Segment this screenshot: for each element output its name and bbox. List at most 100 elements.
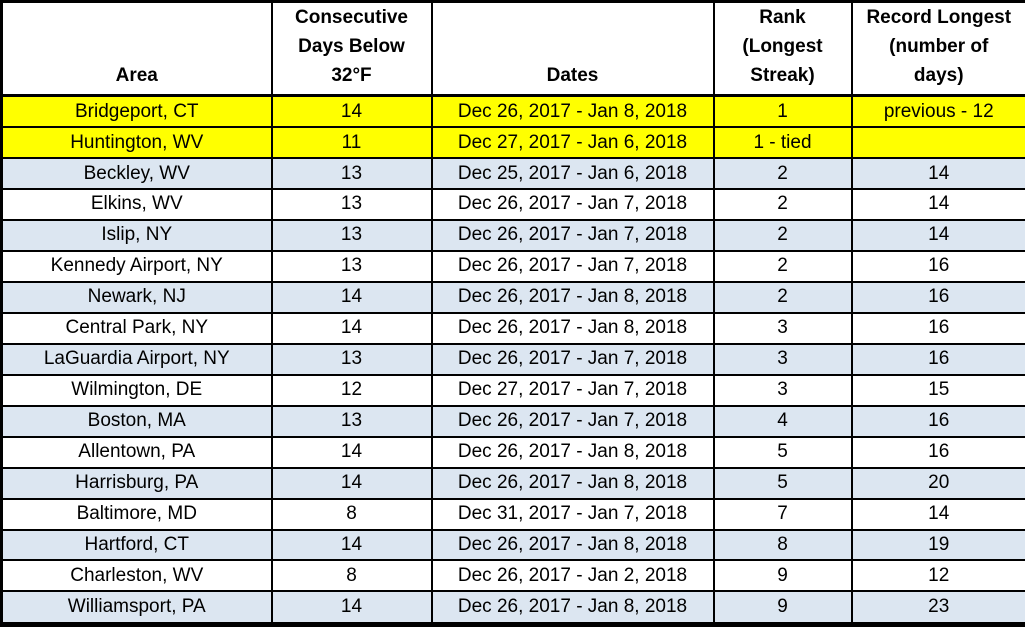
cell-dates: Dec 26, 2017 - Jan 8, 2018 bbox=[430, 311, 715, 345]
cell-area: Bridgeport, CT bbox=[0, 94, 273, 129]
cell-dates: Dec 25, 2017 - Jan 6, 2018 bbox=[430, 157, 715, 191]
cell-days: 14 bbox=[270, 280, 433, 314]
cell-days: 14 bbox=[270, 311, 433, 345]
cell-record: 16 bbox=[850, 311, 1025, 345]
cell-rank: 3 bbox=[712, 342, 853, 376]
cell-record: 19 bbox=[850, 528, 1025, 562]
column-header-record: Record Longest (number of days) bbox=[850, 0, 1025, 97]
cell-area: Elkins, WV bbox=[0, 188, 273, 221]
table-row: Beckley, WV 13 Dec 25, 2017 - Jan 6, 201… bbox=[0, 157, 1025, 191]
table-row: Bridgeport, CT 14 Dec 26, 2017 - Jan 8, … bbox=[0, 94, 1025, 129]
cell-days: 14 bbox=[270, 435, 433, 469]
table-row: Central Park, NY 14 Dec 26, 2017 - Jan 8… bbox=[0, 311, 1025, 345]
cell-record: 14 bbox=[850, 157, 1025, 191]
cell-area: Central Park, NY bbox=[0, 311, 273, 345]
cell-days: 8 bbox=[270, 497, 433, 531]
cell-rank: 2 bbox=[712, 157, 853, 191]
cell-dates: Dec 26, 2017 - Jan 7, 2018 bbox=[430, 404, 715, 438]
cell-dates: Dec 26, 2017 - Jan 8, 2018 bbox=[430, 528, 715, 562]
table-row: Hartford, CT 14 Dec 26, 2017 - Jan 8, 20… bbox=[0, 528, 1025, 562]
cell-rank: 5 bbox=[712, 466, 853, 500]
table-row: Harrisburg, PA 14 Dec 26, 2017 - Jan 8, … bbox=[0, 466, 1025, 500]
cell-area: Beckley, WV bbox=[0, 157, 273, 191]
cell-dates: Dec 26, 2017 - Jan 7, 2018 bbox=[430, 342, 715, 376]
cell-record: 23 bbox=[850, 590, 1025, 626]
cell-rank: 2 bbox=[712, 280, 853, 314]
cell-days: 14 bbox=[270, 94, 433, 129]
cell-dates: Dec 27, 2017 - Jan 6, 2018 bbox=[430, 126, 715, 160]
table-row: Elkins, WV 13 Dec 26, 2017 - Jan 7, 2018… bbox=[0, 188, 1025, 221]
cell-days: 14 bbox=[270, 590, 433, 626]
cell-record: 16 bbox=[850, 249, 1025, 283]
cell-days: 12 bbox=[270, 373, 433, 407]
cell-record: 16 bbox=[850, 342, 1025, 376]
table-row: Huntington, WV 11 Dec 27, 2017 - Jan 6, … bbox=[0, 126, 1025, 160]
cell-area: Charleston, WV bbox=[0, 559, 273, 593]
column-header-days: Consecutive Days Below 32°F bbox=[270, 0, 433, 97]
cell-days: 13 bbox=[270, 342, 433, 376]
cell-record bbox=[850, 126, 1025, 160]
cell-dates: Dec 26, 2017 - Jan 2, 2018 bbox=[430, 559, 715, 593]
column-header-area: Area bbox=[0, 0, 273, 97]
cell-area: Baltimore, MD bbox=[0, 497, 273, 531]
table-row: LaGuardia Airport, NY 13 Dec 26, 2017 - … bbox=[0, 342, 1025, 376]
cell-dates: Dec 26, 2017 - Jan 7, 2018 bbox=[430, 249, 715, 283]
cell-dates: Dec 26, 2017 - Jan 7, 2018 bbox=[430, 218, 715, 252]
table-row: Boston, MA 13 Dec 26, 2017 - Jan 7, 2018… bbox=[0, 404, 1025, 438]
table-row: Allentown, PA 14 Dec 26, 2017 - Jan 8, 2… bbox=[0, 435, 1025, 469]
cell-area: Allentown, PA bbox=[0, 435, 273, 469]
cell-dates: Dec 26, 2017 - Jan 8, 2018 bbox=[430, 590, 715, 626]
cell-days: 8 bbox=[270, 559, 433, 593]
cell-dates: Dec 26, 2017 - Jan 8, 2018 bbox=[430, 466, 715, 500]
cell-record: 16 bbox=[850, 404, 1025, 438]
cell-rank: 5 bbox=[712, 435, 853, 469]
table-row: Baltimore, MD 8 Dec 31, 2017 - Jan 7, 20… bbox=[0, 497, 1025, 531]
cell-rank: 2 bbox=[712, 188, 853, 221]
table-row: Islip, NY 13 Dec 26, 2017 - Jan 7, 2018 … bbox=[0, 218, 1025, 252]
cell-days: 13 bbox=[270, 404, 433, 438]
cell-area: Huntington, WV bbox=[0, 126, 273, 160]
cell-dates: Dec 26, 2017 - Jan 8, 2018 bbox=[430, 94, 715, 129]
cell-rank: 2 bbox=[712, 249, 853, 283]
header-row: Area Consecutive Days Below 32°F Dates R… bbox=[0, 0, 1025, 97]
table-row: Wilmington, DE 12 Dec 27, 2017 - Jan 7, … bbox=[0, 373, 1025, 407]
column-header-dates: Dates bbox=[430, 0, 715, 97]
cell-rank: 8 bbox=[712, 528, 853, 562]
cell-days: 11 bbox=[270, 126, 433, 160]
cell-dates: Dec 27, 2017 - Jan 7, 2018 bbox=[430, 373, 715, 407]
cell-days: 13 bbox=[270, 157, 433, 191]
cell-record: 14 bbox=[850, 188, 1025, 221]
cell-dates: Dec 31, 2017 - Jan 7, 2018 bbox=[430, 497, 715, 531]
cell-rank: 3 bbox=[712, 373, 853, 407]
table-row: Charleston, WV 8 Dec 26, 2017 - Jan 2, 2… bbox=[0, 559, 1025, 593]
cell-record: 14 bbox=[850, 218, 1025, 252]
cell-area: Wilmington, DE bbox=[0, 373, 273, 407]
cell-record: 15 bbox=[850, 373, 1025, 407]
column-header-rank: Rank (Longest Streak) bbox=[712, 0, 853, 97]
cell-days: 13 bbox=[270, 188, 433, 221]
cell-record: 20 bbox=[850, 466, 1025, 500]
cell-rank: 1 - tied bbox=[712, 126, 853, 160]
table-row: Williamsport, PA 14 Dec 26, 2017 - Jan 8… bbox=[0, 590, 1025, 626]
cell-area: Islip, NY bbox=[0, 218, 273, 252]
cell-dates: Dec 26, 2017 - Jan 8, 2018 bbox=[430, 280, 715, 314]
cell-rank: 2 bbox=[712, 218, 853, 252]
cell-area: LaGuardia Airport, NY bbox=[0, 342, 273, 376]
cell-rank: 9 bbox=[712, 590, 853, 626]
cell-days: 13 bbox=[270, 218, 433, 252]
cell-record: 12 bbox=[850, 559, 1025, 593]
cell-days: 14 bbox=[270, 466, 433, 500]
table-row: Kennedy Airport, NY 13 Dec 26, 2017 - Ja… bbox=[0, 249, 1025, 283]
cell-record: previous - 12 bbox=[850, 94, 1025, 129]
cell-area: Harrisburg, PA bbox=[0, 466, 273, 500]
cell-dates: Dec 26, 2017 - Jan 7, 2018 bbox=[430, 188, 715, 221]
cell-area: Kennedy Airport, NY bbox=[0, 249, 273, 283]
cell-rank: 4 bbox=[712, 404, 853, 438]
cell-record: 16 bbox=[850, 435, 1025, 469]
cell-record: 16 bbox=[850, 280, 1025, 314]
cell-dates: Dec 26, 2017 - Jan 8, 2018 bbox=[430, 435, 715, 469]
cell-days: 14 bbox=[270, 528, 433, 562]
cell-rank: 7 bbox=[712, 497, 853, 531]
cell-area: Newark, NJ bbox=[0, 280, 273, 314]
